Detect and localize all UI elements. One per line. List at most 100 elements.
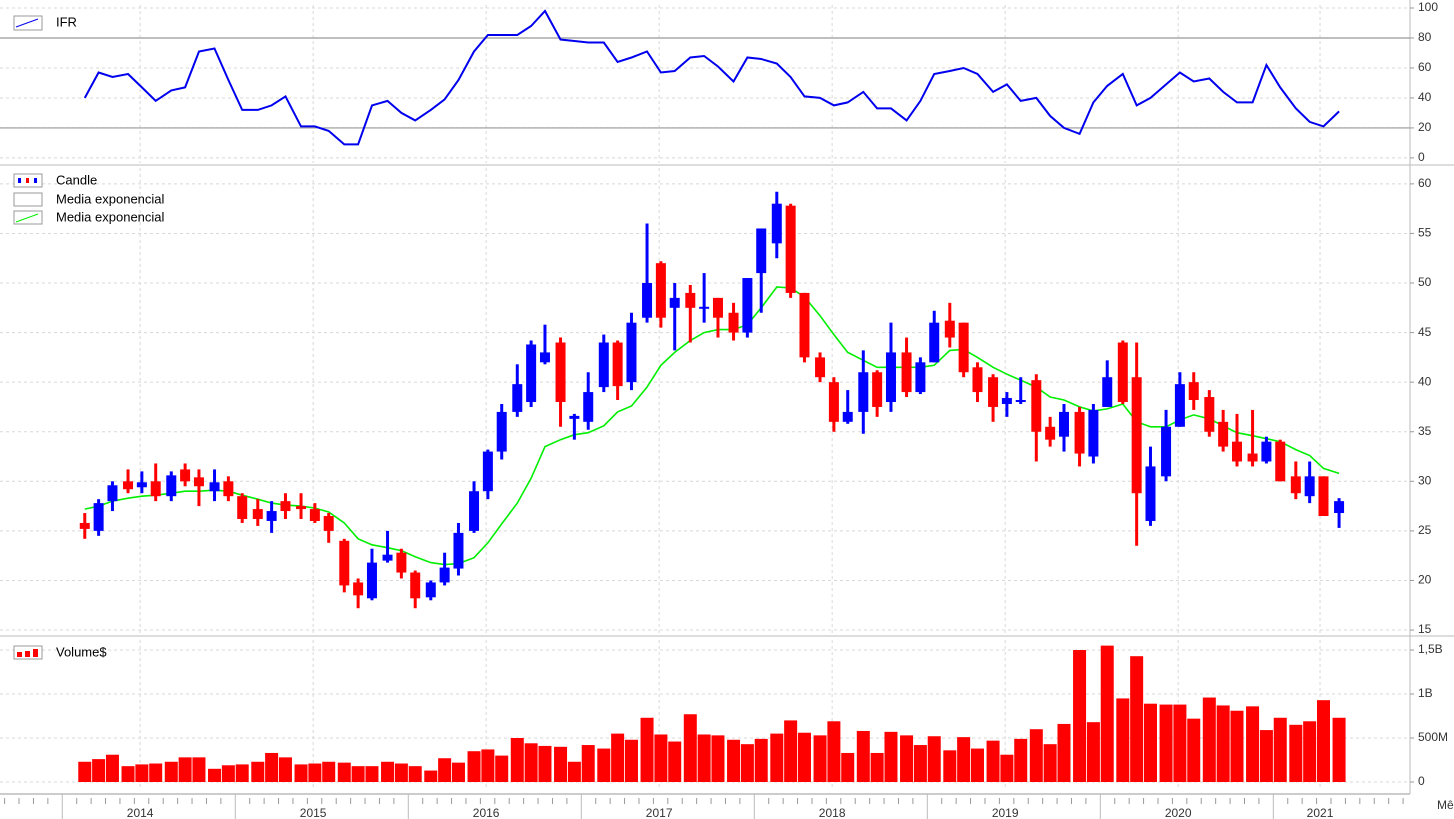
x-tick-label: 2018: [819, 806, 846, 819]
candle-body: [339, 540, 350, 586]
candle-body: [469, 491, 480, 531]
volume-bar: [92, 759, 106, 782]
volume-bar: [957, 737, 971, 782]
volume-bar: [1173, 704, 1187, 782]
candle-body: [858, 372, 869, 412]
candle-body: [1001, 398, 1012, 404]
y-tick-label: 25: [1418, 523, 1432, 537]
candle-body: [1174, 384, 1185, 427]
volume-bar: [510, 738, 524, 782]
legend-icon: [13, 192, 43, 207]
candle-body: [655, 263, 666, 318]
y-tick-label: 50: [1418, 275, 1432, 289]
legend-icon-line: [15, 213, 39, 223]
candle-body: [439, 567, 450, 583]
y-tick-label: 60: [1418, 60, 1432, 74]
y-tick-label: 45: [1418, 325, 1432, 339]
candle-body: [1088, 409, 1099, 457]
candle-body: [972, 367, 983, 393]
volume-bar: [1230, 710, 1244, 782]
volume-bar: [740, 744, 754, 782]
candle-body: [237, 496, 248, 519]
candle-body: [1117, 342, 1128, 402]
y-tick-label: 55: [1418, 226, 1432, 240]
volume-bar: [365, 766, 379, 782]
volume-bar: [1057, 723, 1071, 782]
y-tick-label: 20: [1418, 120, 1432, 134]
y-tick-label: 40: [1418, 374, 1432, 388]
volume-bar: [1130, 656, 1144, 782]
volume-bar: [1000, 754, 1014, 782]
y-tick-label: 20: [1418, 573, 1432, 587]
legend-label: Volume$: [56, 644, 107, 659]
candle-body: [958, 322, 969, 373]
candle-body: [1261, 441, 1272, 462]
y-tick-label: 1B: [1418, 686, 1433, 700]
candle-body: [569, 415, 580, 419]
volume-bar: [278, 757, 292, 782]
candle-body: [410, 572, 421, 599]
volume-bar: [538, 745, 552, 782]
candle-body: [555, 342, 566, 402]
candle-body: [136, 482, 147, 488]
volume-bar: [78, 761, 92, 782]
candle-body: [815, 357, 826, 378]
candle-body: [123, 481, 134, 490]
candle-body: [1304, 476, 1315, 497]
y-tick-label: 40: [1418, 90, 1432, 104]
candle-body: [1074, 411, 1085, 454]
x-tick-label: 2021: [1307, 806, 1334, 819]
volume-bar: [913, 745, 927, 782]
volume-bar: [105, 754, 119, 782]
candle-body: [1204, 397, 1215, 432]
candle-body: [885, 352, 896, 402]
volume-bar: [467, 751, 481, 782]
volume-bar: [149, 763, 163, 782]
volume-bar: [178, 757, 192, 782]
volume-bar: [624, 739, 638, 782]
candle-body: [396, 552, 407, 573]
candle-body: [626, 322, 637, 383]
volume-bar: [192, 757, 206, 782]
candle-body: [728, 312, 739, 333]
y-tick-label: 80: [1418, 30, 1432, 44]
legend-icon-bar: [33, 649, 38, 657]
candle-body: [180, 469, 191, 482]
candle-body: [280, 501, 291, 512]
candle-body: [1045, 426, 1056, 440]
volume-bar: [322, 761, 336, 782]
volume-bar: [121, 766, 135, 782]
candle-body: [425, 582, 436, 598]
candle-body: [1145, 466, 1156, 521]
candle-body: [79, 522, 90, 529]
volume-bar: [495, 755, 509, 782]
candle-body: [901, 352, 912, 393]
volume-bar: [900, 735, 914, 782]
candle-body: [742, 278, 753, 333]
volume-bar: [438, 758, 452, 782]
y-tick-label: 0: [1418, 774, 1425, 788]
candle-body: [771, 203, 782, 244]
volume-bar: [683, 714, 697, 782]
legend-label: IFR: [56, 14, 77, 29]
candle-body: [309, 509, 320, 521]
volume-bar: [884, 731, 898, 782]
volume-bar: [1086, 722, 1100, 782]
candle-body: [583, 392, 594, 422]
candle-body: [929, 322, 940, 363]
candle-body: [382, 554, 393, 561]
volume-bar: [597, 748, 611, 782]
y-tick-label: 100: [1418, 0, 1438, 14]
candle-body: [1218, 421, 1229, 447]
volume-bar: [164, 761, 178, 782]
candle-body: [512, 384, 523, 412]
volume-bar: [1073, 650, 1087, 782]
candle-body: [93, 503, 104, 531]
volume-bar: [408, 766, 422, 782]
candle-body: [756, 228, 767, 274]
volume-bar: [1187, 718, 1201, 782]
volume-bar: [784, 720, 798, 782]
